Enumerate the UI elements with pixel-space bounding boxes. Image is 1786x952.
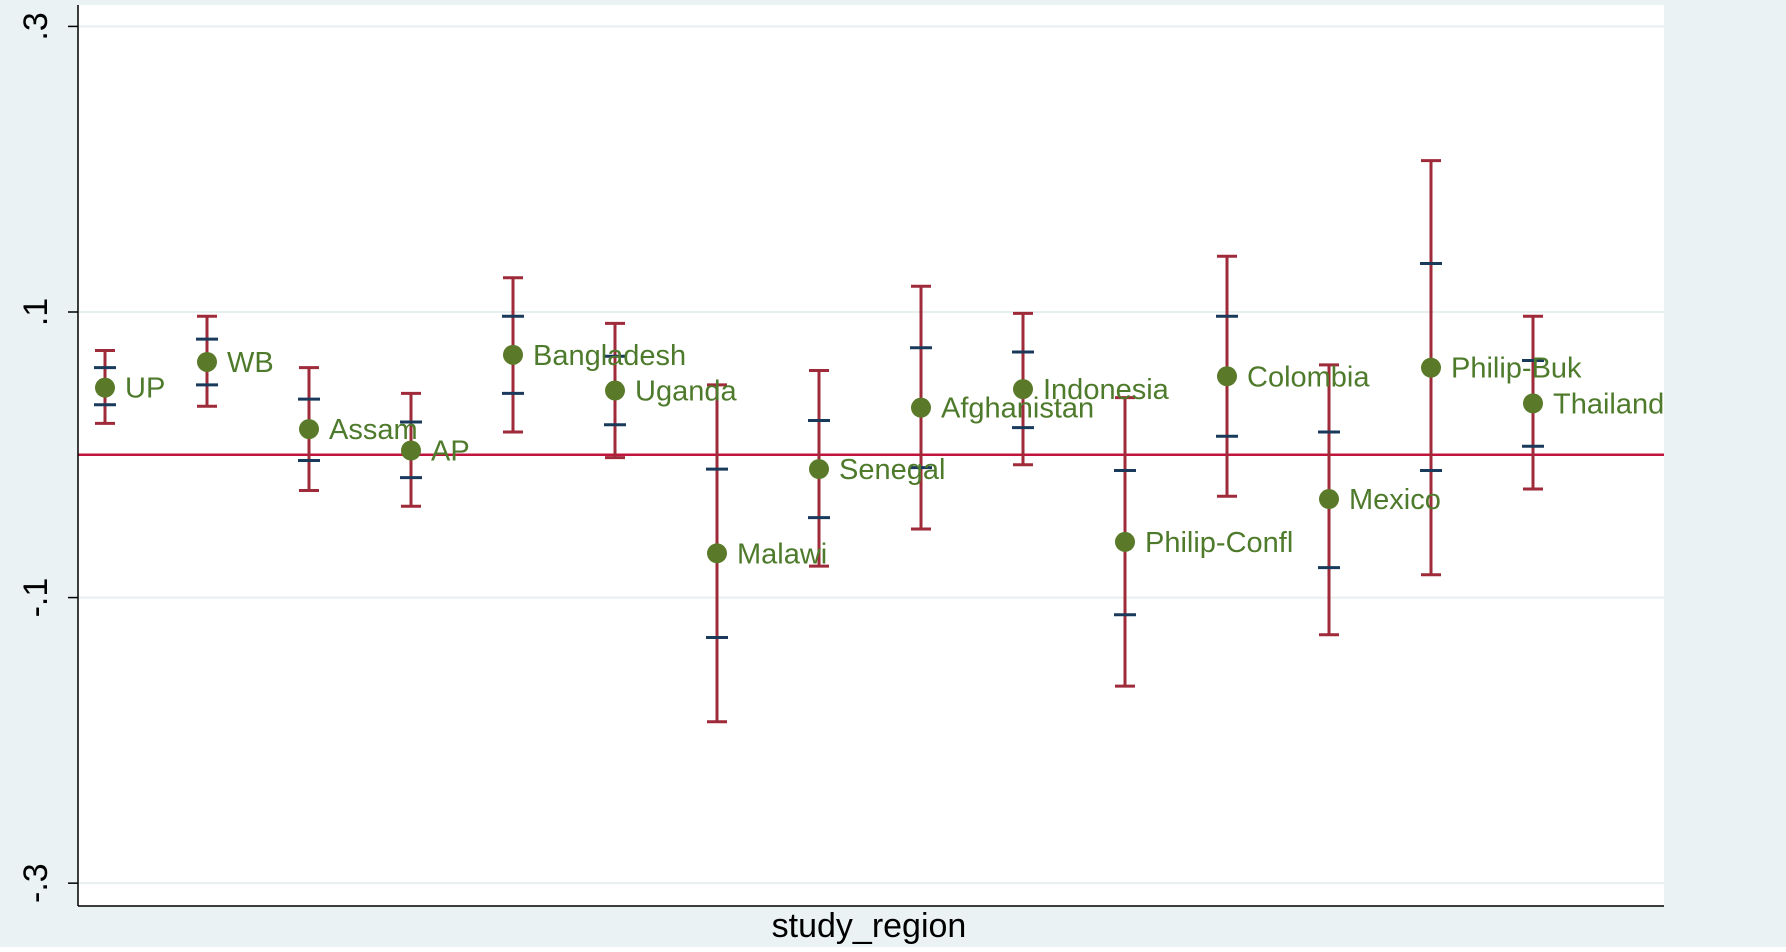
point-label: Thailand xyxy=(1553,388,1664,420)
point-label: Indonesia xyxy=(1043,374,1170,406)
data-point xyxy=(503,344,523,365)
data-point xyxy=(299,419,319,440)
y-tick-label: .3 xyxy=(17,12,55,40)
y-tick-label: -.3 xyxy=(17,863,55,903)
data-point xyxy=(1421,357,1441,378)
data-point xyxy=(95,377,115,398)
point-label-layer: UP WB Assam AP Bangladesh Uganda Malawi Senegal… xyxy=(125,340,1664,570)
data-point xyxy=(911,397,931,418)
data-point xyxy=(1013,379,1033,400)
point-label: Mexico xyxy=(1349,484,1441,516)
point-label: UP xyxy=(125,373,165,405)
confidence-interval-layer xyxy=(94,159,1544,724)
y-tick-label: .1 xyxy=(17,298,55,326)
data-point xyxy=(1217,366,1237,387)
point-label: Afghanistan xyxy=(941,393,1094,425)
point-layer xyxy=(95,344,1543,564)
point-label: Bangladesh xyxy=(533,340,686,372)
x-axis-label: study_region xyxy=(772,907,967,945)
point-label: WB xyxy=(227,347,274,379)
y-tick-label: -.1 xyxy=(17,578,55,618)
point-label: Colombia xyxy=(1247,361,1370,393)
point-label: Assam xyxy=(329,414,418,446)
data-point xyxy=(1523,393,1543,414)
data-point xyxy=(809,459,829,480)
point-label: Senegal xyxy=(839,454,945,486)
data-point xyxy=(707,543,727,564)
axis-layer xyxy=(77,5,1664,907)
point-label: Uganda xyxy=(635,376,737,408)
data-point xyxy=(1319,489,1339,510)
point-label: Malawi xyxy=(737,538,827,570)
grid-layer xyxy=(78,25,1664,885)
y-tick-layer: .3 .1 -.1 -.3 xyxy=(17,12,78,903)
data-point xyxy=(1115,531,1135,552)
point-label: AP xyxy=(431,436,470,468)
point-label: Philip-Buk xyxy=(1451,353,1582,385)
data-point xyxy=(197,351,217,372)
data-point xyxy=(401,440,421,461)
data-point xyxy=(605,380,625,401)
point-label: Philip-Confl xyxy=(1145,527,1293,559)
